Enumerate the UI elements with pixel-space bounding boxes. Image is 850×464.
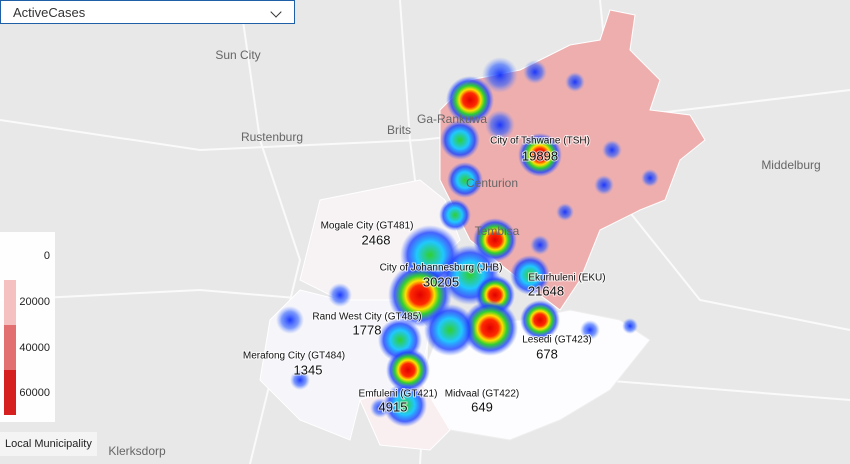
municipality-name: Emfuleni (GT421) bbox=[359, 389, 438, 400]
municipality-name: Rand West City (GT485) bbox=[312, 312, 421, 323]
dropdown[interactable]: ActiveCases bbox=[0, 0, 295, 24]
place-label: Brits bbox=[387, 123, 411, 137]
place-label: Ga-Rankuwa bbox=[417, 112, 487, 126]
legend-tick-label: 40000 bbox=[19, 342, 50, 354]
municipality-name: Midvaal (GT422) bbox=[445, 389, 519, 400]
legend-tick-label: 0 bbox=[44, 250, 50, 262]
municipality-value: 1778 bbox=[353, 322, 382, 337]
municipality-value: 30205 bbox=[423, 274, 459, 289]
place-label: Middelburg bbox=[761, 158, 820, 172]
legend-tick-label: 20000 bbox=[19, 296, 50, 308]
municipality-name: Lesedi (GT423) bbox=[522, 335, 591, 346]
place-label: Rustenburg bbox=[241, 130, 303, 144]
municipality-value: 678 bbox=[536, 346, 558, 361]
place-label: Sun City bbox=[215, 48, 260, 62]
municipality-value: 2468 bbox=[362, 232, 391, 247]
place-label: Klerksdorp bbox=[108, 444, 166, 458]
legend bbox=[0, 232, 55, 422]
municipality-value: 19898 bbox=[522, 148, 558, 163]
municipality-value: 4915 bbox=[379, 399, 408, 414]
chevron bbox=[270, 6, 282, 18]
place-label: Tembisa bbox=[475, 224, 520, 238]
layer-label: Local Municipality bbox=[0, 432, 97, 456]
municipality-name: City of Johannesburg (JHB) bbox=[380, 263, 503, 274]
dropdown-label: ActiveCases bbox=[13, 5, 86, 20]
municipality-value: 649 bbox=[471, 399, 493, 414]
municipality-name: Ekurhuleni (EKU) bbox=[528, 273, 605, 284]
legend-ticks: 0 20000 40000 60000 bbox=[19, 250, 50, 399]
heatmap bbox=[276, 57, 659, 427]
municipality-value: 21648 bbox=[528, 283, 564, 298]
municipality-name: Merafong City (GT484) bbox=[243, 351, 345, 362]
municipality-value: 1345 bbox=[294, 362, 323, 377]
municipality-name: City of Tshwane (TSH) bbox=[490, 136, 590, 147]
municipality-name: Mogale City (GT481) bbox=[321, 221, 414, 232]
legend-tick-label: 60000 bbox=[19, 387, 50, 399]
labels: Sun City Rustenburg Brits Ga-Rankuwa Centuri… bbox=[108, 48, 820, 458]
place-label: Centurion bbox=[466, 176, 518, 190]
